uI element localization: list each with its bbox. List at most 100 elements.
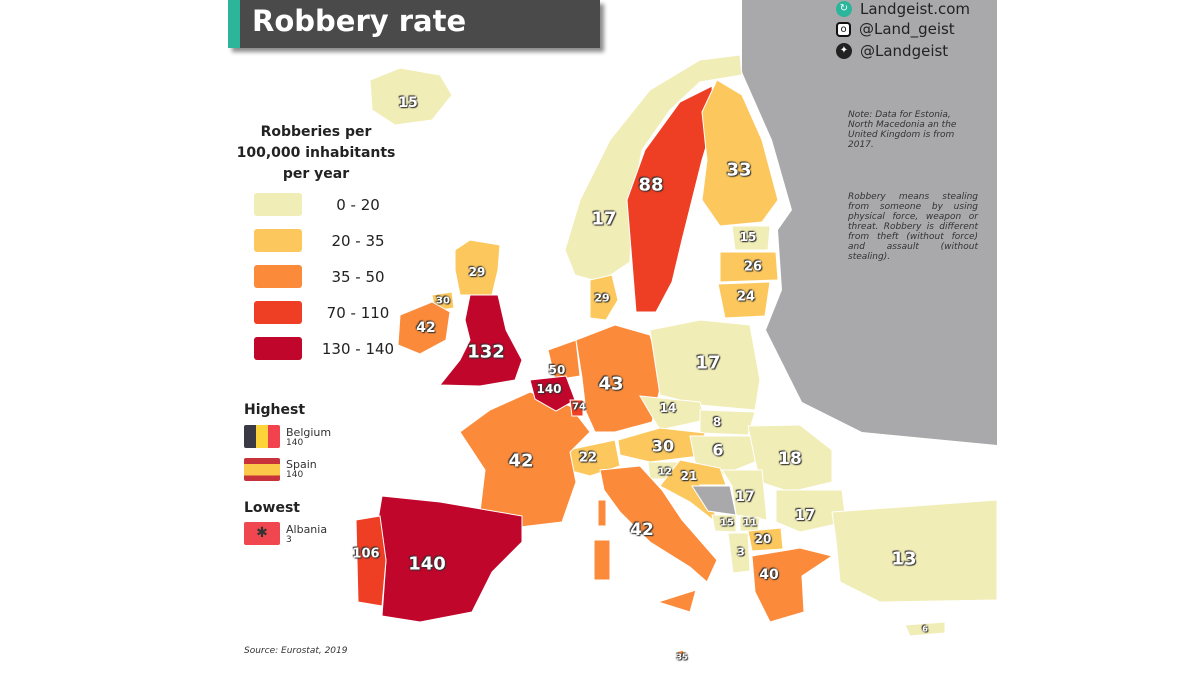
belgium-flag-icon bbox=[244, 425, 280, 448]
country-ireland bbox=[397, 301, 451, 355]
website-text: Landgeist.com bbox=[860, 0, 970, 18]
value-label-cyprus: 6 bbox=[922, 624, 928, 634]
globe-icon: ↻ bbox=[836, 1, 852, 17]
highest-heading: Highest bbox=[244, 402, 306, 418]
value-label-iceland: 15 bbox=[398, 95, 418, 111]
country-luxembourg bbox=[569, 399, 584, 417]
albania-flag-icon: ✱ bbox=[244, 522, 280, 545]
value-label-france: 42 bbox=[508, 450, 534, 472]
value-label-croatia: 21 bbox=[680, 469, 698, 483]
legend-item: 20 - 35 bbox=[254, 229, 398, 252]
lowest-country: Albania bbox=[286, 523, 328, 536]
robbery-definition: Robbery means stealing from someone by u… bbox=[848, 192, 978, 262]
title-banner: Robbery rate bbox=[228, 0, 600, 48]
legend-label: 130 - 140 bbox=[321, 339, 395, 358]
value-label-romania: 18 bbox=[778, 449, 802, 469]
legend-label: 0 - 20 bbox=[336, 195, 380, 214]
country-finland bbox=[701, 79, 779, 227]
value-label-hungary: 6 bbox=[712, 440, 724, 460]
value-label-greece: 40 bbox=[759, 567, 779, 583]
value-label-czechia: 14 bbox=[659, 401, 677, 415]
country-romania bbox=[747, 424, 833, 493]
lowest-heading: Lowest bbox=[244, 500, 300, 516]
country-scotland bbox=[454, 239, 501, 296]
europe-map bbox=[228, 0, 997, 675]
value-label-latvia: 26 bbox=[743, 259, 763, 275]
value-label-spain: 140 bbox=[408, 553, 446, 575]
legend-item: 70 - 110 bbox=[254, 301, 398, 324]
instagram-link[interactable]: o @Land_geist bbox=[836, 20, 955, 38]
twitter-icon: ✦ bbox=[836, 43, 852, 59]
value-label-poland: 17 bbox=[695, 352, 721, 374]
value-label-northern-ireland: 30 bbox=[436, 295, 450, 307]
value-label-albania: 3 bbox=[737, 545, 745, 559]
value-label-ireland: 42 bbox=[416, 320, 436, 336]
value-label-lithuania: 24 bbox=[736, 289, 756, 305]
legend-label: 70 - 110 bbox=[326, 303, 390, 322]
no-data-region bbox=[742, 0, 997, 445]
country-england-wales bbox=[438, 294, 523, 387]
legend-label: 20 - 35 bbox=[331, 231, 385, 250]
country-north-macedonia bbox=[747, 527, 784, 552]
legend-item: 130 - 140 bbox=[254, 337, 398, 360]
value-label-denmark: 29 bbox=[594, 291, 610, 305]
highest-country: Belgium bbox=[286, 426, 332, 439]
instagram-text: @Land_geist bbox=[859, 20, 955, 38]
value-label-malta: 35 bbox=[676, 652, 688, 662]
country-germany bbox=[575, 324, 663, 433]
spain-flag-icon bbox=[244, 458, 280, 481]
value-label-sweden: 88 bbox=[638, 174, 664, 196]
country-denmark bbox=[589, 274, 619, 321]
country-netherlands bbox=[547, 339, 581, 381]
country-italy bbox=[599, 465, 718, 583]
country-malta bbox=[676, 649, 686, 659]
lowest-value: 3 bbox=[286, 535, 292, 545]
legend-item: 0 - 20 bbox=[254, 193, 398, 216]
website-link[interactable]: ↻ Landgeist.com bbox=[836, 0, 970, 18]
value-label-norway: 17 bbox=[591, 208, 617, 230]
value-label-scotland: 29 bbox=[468, 265, 486, 279]
country-belgium bbox=[529, 375, 576, 412]
legend-swatch bbox=[254, 229, 302, 252]
country-iceland bbox=[369, 67, 453, 126]
legend-swatch bbox=[254, 337, 302, 360]
value-label-estonia: 15 bbox=[739, 230, 757, 244]
value-label-slovakia: 8 bbox=[712, 415, 722, 429]
country-slovakia bbox=[699, 409, 756, 436]
country-sicily bbox=[656, 589, 697, 613]
value-label-bulgaria: 17 bbox=[794, 506, 816, 524]
twitter-link[interactable]: ✦ @Landgeist bbox=[836, 42, 948, 60]
country-spain bbox=[377, 495, 523, 623]
value-label-serbia: 17 bbox=[735, 489, 755, 505]
country-poland bbox=[649, 319, 761, 411]
value-label-portugal: 106 bbox=[352, 546, 380, 562]
country-sweden bbox=[626, 85, 715, 313]
country-portugal bbox=[355, 515, 387, 607]
value-label-england-wales: 132 bbox=[467, 341, 505, 363]
country-cyprus bbox=[904, 621, 946, 637]
map-canvas bbox=[355, 0, 997, 659]
value-label-slovenia: 12 bbox=[658, 466, 672, 478]
title-accent bbox=[228, 0, 240, 48]
value-label-italy: 42 bbox=[630, 520, 654, 540]
country-bulgaria bbox=[775, 489, 847, 533]
page-title: Robbery rate bbox=[252, 4, 467, 38]
highest-country: Spain bbox=[286, 458, 317, 471]
instagram-icon: o bbox=[836, 21, 851, 37]
value-label-turkey: 13 bbox=[891, 548, 917, 570]
data-note: Note: Data for Estonia, North Macedonia … bbox=[848, 110, 957, 150]
legend-item: 35 - 50 bbox=[254, 265, 398, 288]
value-label-germany: 43 bbox=[598, 373, 624, 395]
country-turkey bbox=[831, 499, 997, 603]
source-note: Source: Eurostat, 2019 bbox=[244, 646, 348, 656]
country-corsica bbox=[597, 499, 607, 527]
value-label-north-macedonia: 20 bbox=[754, 532, 772, 546]
country-latvia bbox=[719, 251, 779, 283]
country-albania bbox=[727, 532, 751, 574]
legend-swatch bbox=[254, 301, 302, 324]
legend-swatch bbox=[254, 193, 302, 216]
twitter-text: @Landgeist bbox=[860, 42, 949, 60]
legend-swatch bbox=[254, 265, 302, 288]
highest-value: 140 bbox=[286, 470, 304, 480]
country-greece bbox=[751, 547, 834, 623]
